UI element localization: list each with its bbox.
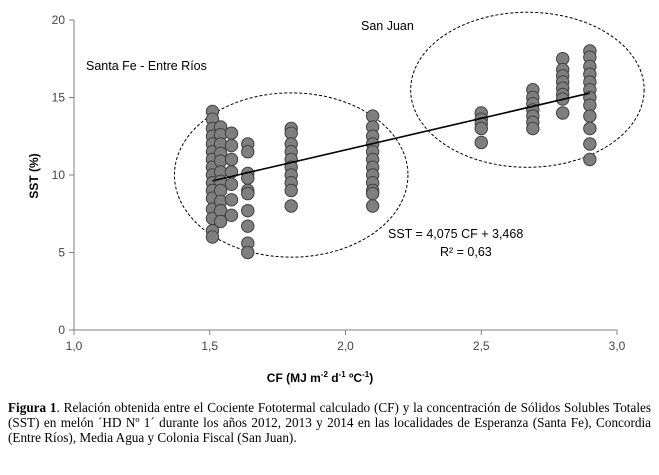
data-point xyxy=(241,186,255,201)
x-axis-title-part: ) xyxy=(369,371,373,385)
data-point xyxy=(583,152,597,167)
data-point xyxy=(284,199,298,213)
group-ellipse-0 xyxy=(173,92,409,258)
group-label-san-juan: San Juan xyxy=(361,19,414,33)
chart-area: 0 5 10 15 20 1,0 1,5 2,0 2,5 3,0 SST (%) CF (MJ m… xyxy=(27,11,645,385)
y-axis-title: SST (%) xyxy=(27,153,41,198)
x-tick-label: 1,0 xyxy=(66,339,83,353)
caption-text: . Relación obtenida entre el Cociente Fo… xyxy=(8,400,651,446)
data-point xyxy=(241,203,255,218)
tick-labels: 0 5 10 15 20 1,0 1,5 2,0 2,5 3,0 xyxy=(52,13,626,353)
data-point xyxy=(224,152,239,167)
group-ellipses xyxy=(173,11,645,258)
y-tick-label: 0 xyxy=(58,323,65,337)
x-tick-label: 1,5 xyxy=(201,339,218,353)
x-axis-title: CF (MJ m-2 d-1 ºC-1) xyxy=(267,370,373,385)
axes xyxy=(69,19,618,335)
data-point xyxy=(526,121,540,136)
x-tick-label: 3,0 xyxy=(609,339,626,353)
data-point xyxy=(241,219,255,233)
x-tick-label: 2,5 xyxy=(473,339,490,353)
data-points xyxy=(205,44,597,260)
y-tick-label: 5 xyxy=(58,246,65,260)
regression-equation: SST = 4,075 CF + 3,468 xyxy=(388,227,523,241)
data-point xyxy=(224,126,239,140)
y-tick-label: 20 xyxy=(52,13,66,27)
data-point xyxy=(213,214,228,229)
data-point xyxy=(556,106,570,120)
data-point xyxy=(224,208,239,223)
data-point xyxy=(474,135,488,150)
data-point xyxy=(224,193,239,207)
group-ellipse-1 xyxy=(410,11,645,168)
figure-label: Figura 1 xyxy=(8,400,57,415)
y-tick-label: 10 xyxy=(52,168,66,182)
regression-line-group xyxy=(212,92,591,182)
regression-line xyxy=(212,92,591,182)
data-point xyxy=(224,138,239,153)
data-point xyxy=(241,245,255,260)
data-point xyxy=(205,230,220,244)
data-point xyxy=(583,121,597,136)
r-squared: R² = 0,63 xyxy=(440,245,492,259)
x-tick-label: 2,0 xyxy=(337,339,354,353)
data-point xyxy=(241,145,255,159)
data-point xyxy=(474,121,488,136)
scatter-chart: 0 5 10 15 20 1,0 1,5 2,0 2,5 3,0 SST (%) CF (MJ m… xyxy=(27,11,645,385)
group-label-santa-fe: Santa Fe - Entre Ríos xyxy=(86,59,207,73)
x-axis-title-sup: -1 xyxy=(339,370,347,379)
x-axis-title-part: ºC xyxy=(346,371,363,385)
data-point xyxy=(365,199,380,213)
data-point xyxy=(224,177,239,192)
x-axis-title-sup: -2 xyxy=(321,370,329,379)
data-point xyxy=(365,186,380,201)
data-point xyxy=(583,137,597,151)
data-point xyxy=(583,109,597,123)
x-axis-title-sup: -1 xyxy=(362,370,370,379)
x-axis-title-main: CF (MJ m xyxy=(267,371,321,385)
y-tick-label: 15 xyxy=(52,91,66,105)
data-point xyxy=(284,183,298,198)
figure-caption: Figura 1. Relación obtenida entre el Coc… xyxy=(8,400,651,446)
x-axis-title-part: d xyxy=(328,371,339,385)
